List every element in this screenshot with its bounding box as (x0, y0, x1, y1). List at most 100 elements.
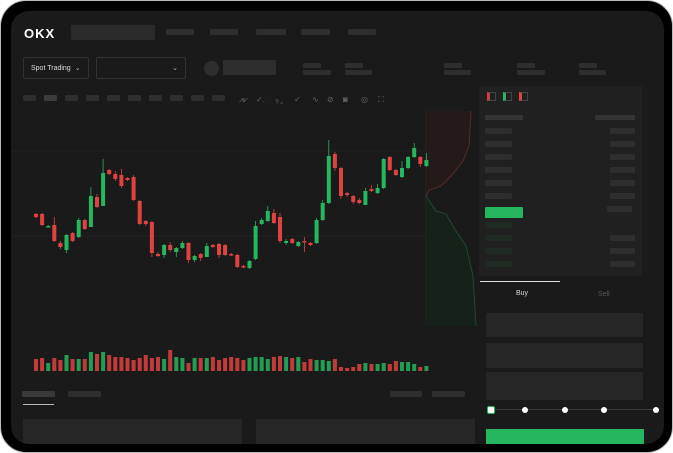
volume-bar (247, 358, 252, 371)
volume-bar (271, 357, 276, 371)
candle (156, 254, 160, 256)
volume-bar (363, 363, 368, 371)
buy-button[interactable] (486, 429, 644, 444)
candle (88, 196, 93, 227)
nav-item[interactable] (348, 29, 376, 35)
slider-step[interactable] (601, 407, 607, 413)
trading-screen: OKX Spot Trading ⌄ ⌄ ⩘⩗ ✓. ⍚⌄ ✓ ∿ ⊘ ◙ ◎ ⛶ (11, 11, 664, 444)
candle (302, 241, 307, 243)
indicator-icon[interactable]: ⍚⌄ (275, 95, 284, 104)
spot-trading-select[interactable]: Spot Trading ⌄ (23, 57, 89, 79)
slider-step[interactable] (653, 407, 659, 413)
leverage-slider[interactable] (491, 409, 656, 410)
stat-value (517, 70, 545, 75)
candle (345, 193, 350, 195)
chevron-down-icon: ⌄ (172, 65, 178, 72)
orderbook-both-icon[interactable] (487, 92, 496, 101)
candle (217, 244, 221, 255)
depth-asks (426, 111, 471, 196)
nav-item[interactable] (256, 29, 286, 35)
timeframe-button[interactable] (86, 95, 99, 101)
candle (296, 242, 301, 246)
nav-item[interactable] (301, 29, 330, 35)
candle (119, 175, 124, 186)
candle (34, 214, 38, 217)
slider-handle[interactable] (487, 406, 495, 414)
ask-amount (610, 167, 635, 173)
volume-bar (186, 363, 191, 371)
stat-label (444, 63, 462, 68)
candle (95, 197, 99, 207)
total-input[interactable] (486, 372, 643, 400)
volume-bar (332, 359, 337, 371)
timeframe-button[interactable] (149, 95, 162, 101)
volume-bar (308, 359, 313, 371)
ask-price (485, 180, 512, 186)
timeframe-button[interactable] (44, 95, 57, 101)
candle (46, 226, 51, 228)
chevron-down-icon[interactable]: ✓ (294, 95, 301, 104)
fullscreen-icon[interactable]: ⛶ (378, 95, 384, 104)
candle (400, 168, 404, 177)
volume-bar (223, 358, 228, 371)
search-bar[interactable] (71, 25, 155, 40)
timeframe-button[interactable] (191, 95, 204, 101)
timeframe-button[interactable] (23, 95, 36, 101)
candle (40, 214, 45, 225)
timeframe-button[interactable] (107, 95, 120, 101)
pair-price (223, 60, 276, 75)
candle (125, 178, 130, 180)
candle (162, 245, 167, 255)
slider-step[interactable] (522, 407, 528, 413)
draw-line-icon[interactable]: ∿ (312, 95, 319, 104)
pencil-icon[interactable]: ⊘ (327, 95, 334, 104)
price-input[interactable] (486, 313, 643, 337)
volume-bar (119, 357, 124, 371)
ask-price (485, 154, 512, 160)
camera-icon[interactable]: ◙ (343, 95, 348, 104)
candlestick-chart[interactable] (11, 106, 481, 371)
stat-value (303, 70, 331, 75)
timeframe-button[interactable] (212, 95, 225, 101)
bottom-tab-open-orders[interactable] (22, 391, 55, 397)
buy-tab[interactable]: Buy (516, 290, 529, 297)
pair-select[interactable]: ⌄ (96, 57, 186, 79)
ask-amount (610, 154, 635, 160)
amount-input[interactable] (486, 343, 643, 368)
timeframe-button[interactable] (128, 95, 141, 101)
ask-price (485, 167, 512, 173)
volume-bar (235, 358, 240, 371)
nav-item[interactable] (210, 29, 238, 35)
candle (314, 220, 319, 243)
candle (168, 245, 173, 250)
bottom-tab-history[interactable] (68, 391, 101, 397)
candle (247, 261, 252, 268)
candle (143, 221, 148, 224)
candle-type-icon[interactable]: ✓. (256, 95, 265, 104)
timeframe-button[interactable] (170, 95, 183, 101)
volume-bar (70, 359, 75, 371)
bid-price (485, 261, 512, 267)
orderbook-asks-icon[interactable] (519, 92, 528, 101)
candle (271, 213, 276, 223)
candle (82, 220, 87, 229)
bottom-action[interactable] (432, 391, 465, 397)
bottom-panel-right (256, 419, 475, 444)
coin-icon (204, 61, 219, 76)
bottom-action[interactable] (390, 391, 422, 397)
volume-bar (393, 361, 398, 371)
slider-step[interactable] (562, 407, 568, 413)
settings-icon[interactable]: ◎ (361, 95, 368, 104)
stat-label (579, 63, 597, 68)
volume-bar (46, 363, 51, 371)
sell-tab[interactable]: Sell (598, 291, 610, 298)
stat-value (345, 70, 372, 75)
timeframe-button[interactable] (65, 95, 78, 101)
line-chart-icon[interactable]: ⩘⩗ (239, 95, 249, 104)
nav-item[interactable] (166, 29, 194, 35)
volume-bar (278, 356, 282, 371)
orderbook-bids-icon[interactable] (503, 92, 512, 101)
candle (332, 154, 337, 168)
depth-asks-line (425, 110, 472, 197)
spot-trading-label: Spot Trading (31, 64, 71, 72)
